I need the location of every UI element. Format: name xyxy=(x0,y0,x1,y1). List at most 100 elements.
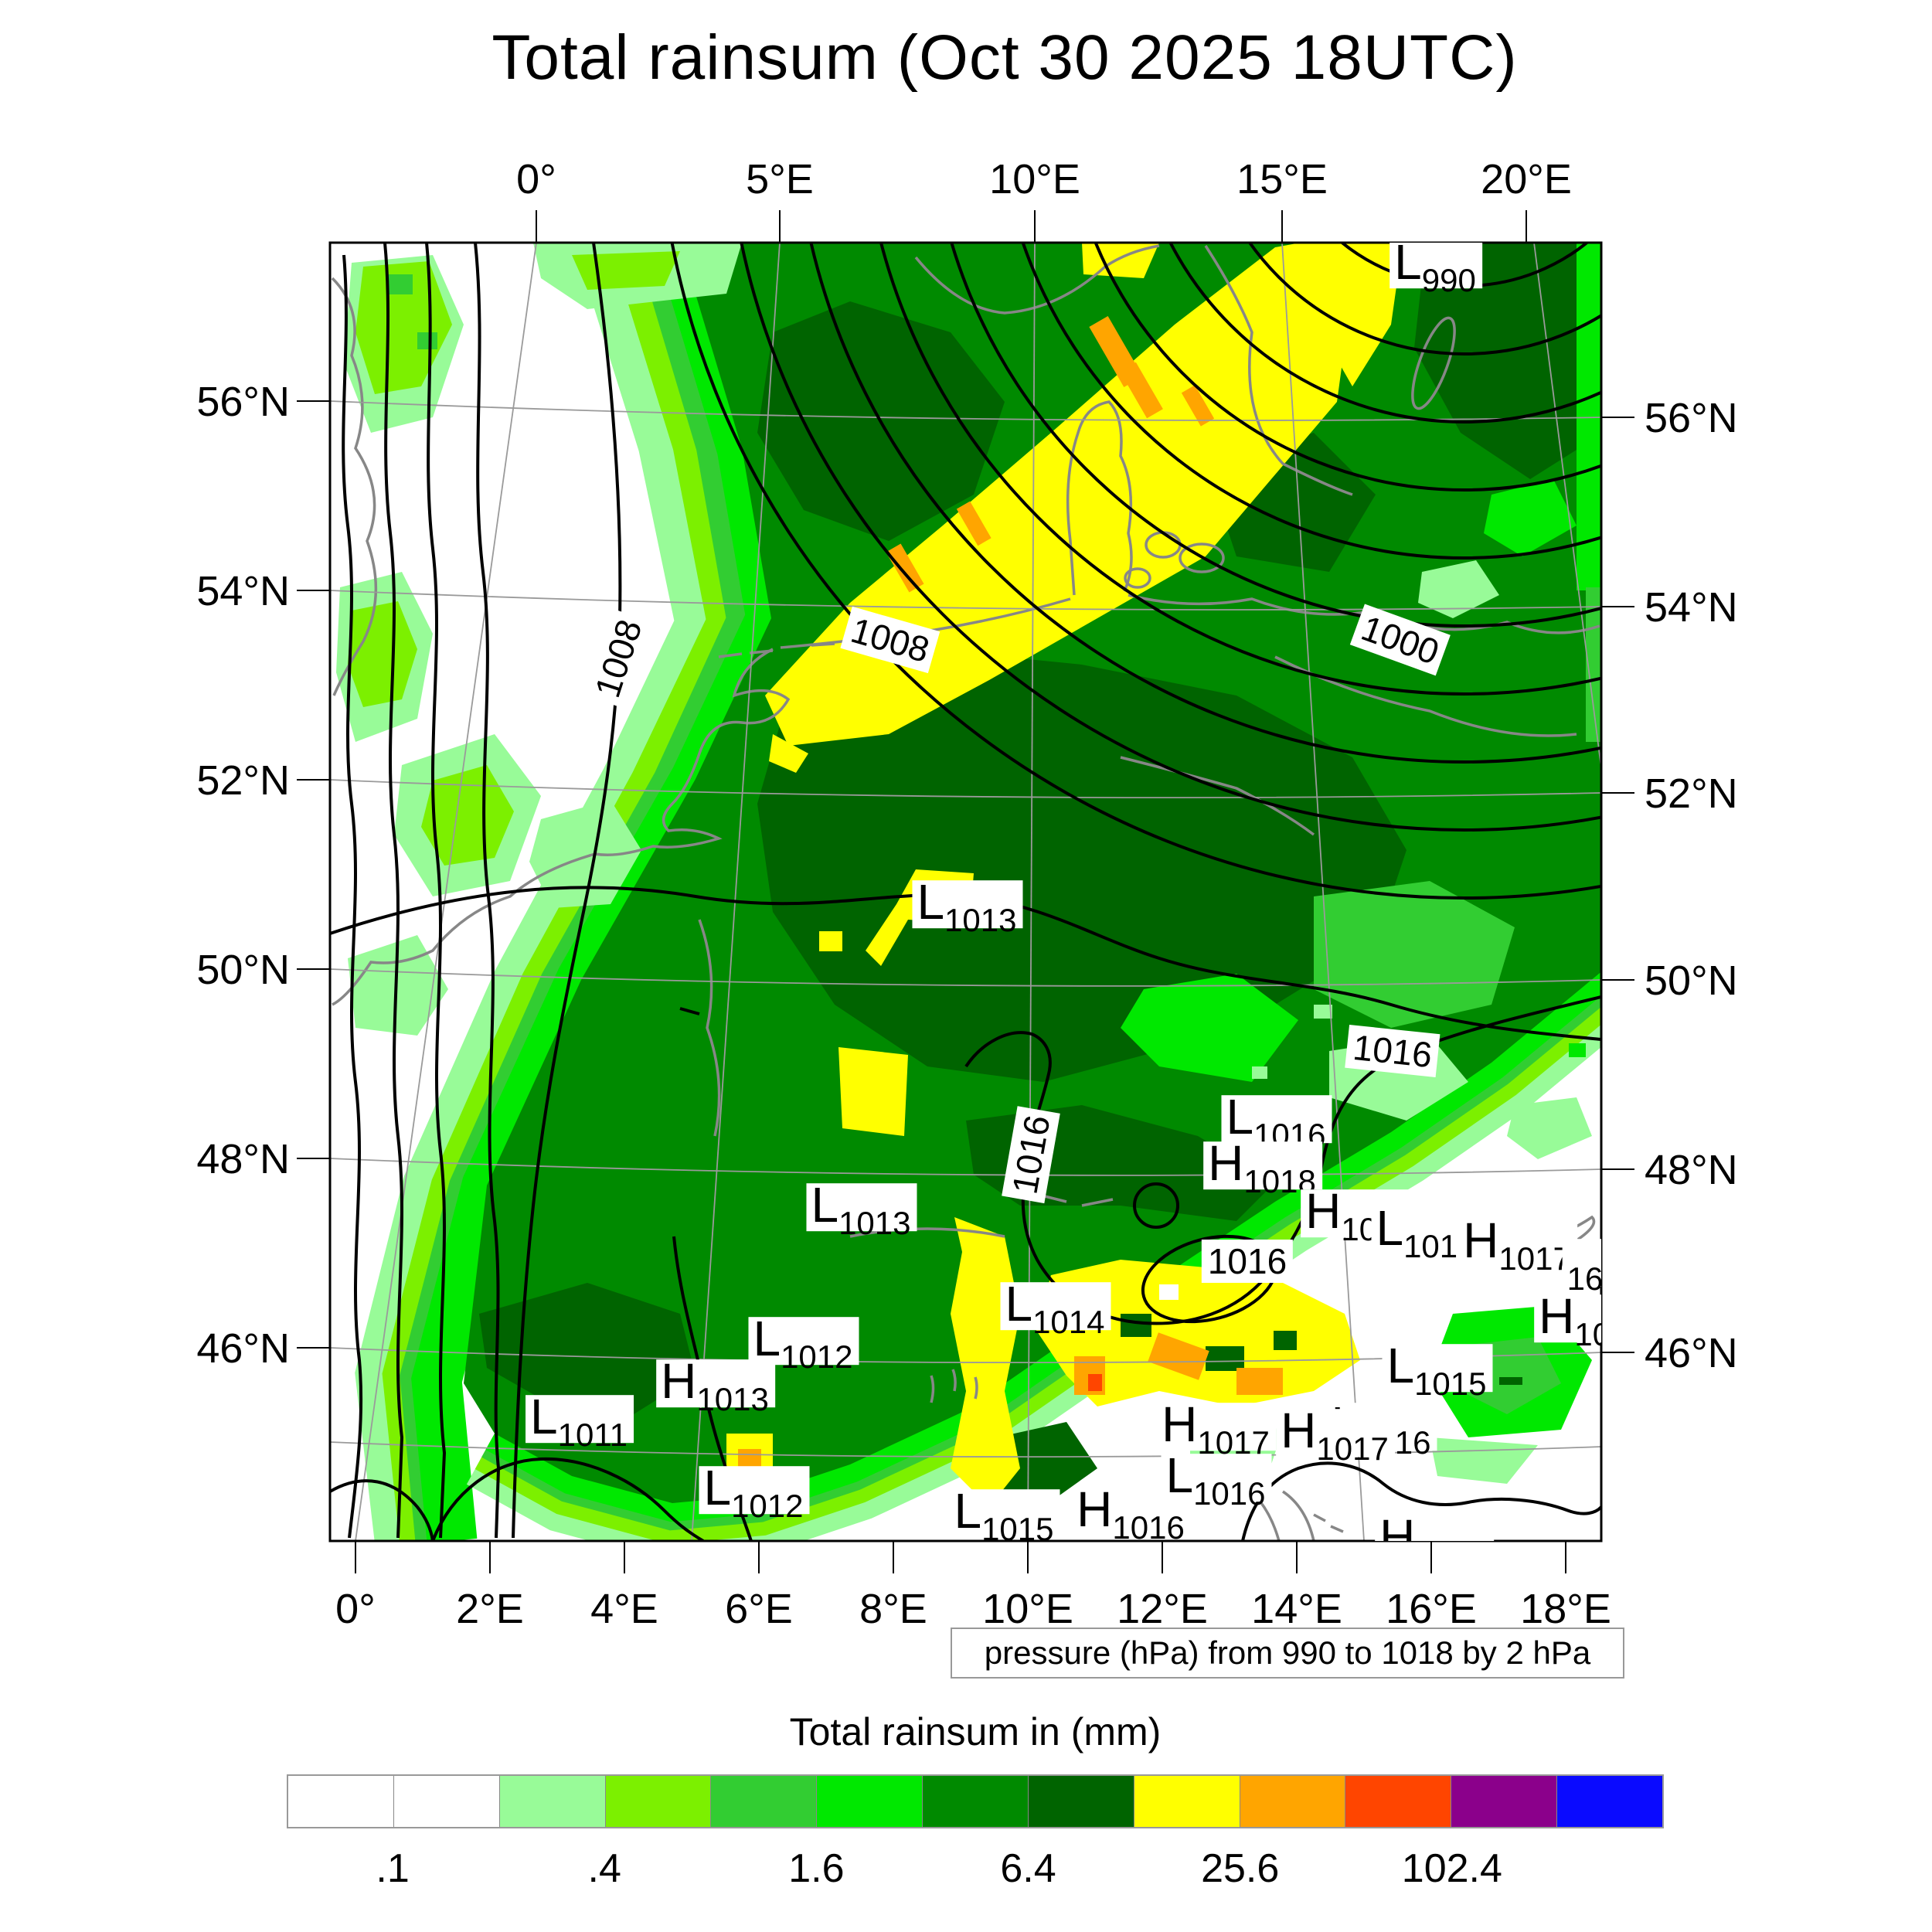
axis-tick-top xyxy=(1281,210,1283,243)
axis-tick-label-bottom: 10°E xyxy=(982,1586,1073,1632)
axis-tick-bottom xyxy=(1162,1541,1163,1573)
axis-tick-label-left: 46°N xyxy=(196,1325,290,1372)
colorbar-cell xyxy=(1239,1776,1345,1827)
colorbar-cell xyxy=(604,1776,711,1827)
colorbar-cell xyxy=(1451,1776,1557,1827)
axis-tick-label-bottom: 4°E xyxy=(590,1586,658,1632)
axis-tick-bottom xyxy=(489,1541,491,1573)
axis-tick-label-top: 5°E xyxy=(746,156,814,202)
axis-tick-left xyxy=(297,400,330,402)
axis-tick-left xyxy=(297,968,330,970)
axis-tick-top xyxy=(536,210,537,243)
axis-tick-label-right: 48°N xyxy=(1645,1147,1738,1193)
pressure-center-value: 1012 xyxy=(731,1488,804,1525)
axis-tick-label-top: 0° xyxy=(516,156,556,202)
axis-tick-bottom xyxy=(1296,1541,1298,1573)
axis-tick-label-right: 50°N xyxy=(1645,957,1738,1004)
pressure-center-H: H1013 xyxy=(656,1356,775,1416)
pressure-center-letter: H xyxy=(1162,1396,1198,1453)
colorbar-tick-label: 6.4 xyxy=(1000,1846,1056,1891)
pressure-center-value: 1012 xyxy=(781,1338,853,1376)
pressure-center-letter: L xyxy=(753,1311,781,1367)
colorbar-cell xyxy=(1133,1776,1240,1827)
pressure-center-L: L1013 xyxy=(912,877,1023,937)
axis-tick-label-bottom: 0° xyxy=(335,1586,376,1632)
axis-tick-label-top: 15°E xyxy=(1236,156,1328,202)
pressure-center-value: 1017 xyxy=(1498,1240,1571,1277)
contour-label: 1016 xyxy=(1201,1240,1294,1283)
pressure-caption-box: pressure (hPa) from 990 to 1018 by 2 hPa xyxy=(951,1628,1624,1679)
axis-tick-label-left: 50°N xyxy=(196,947,290,993)
axis-tick-bottom xyxy=(1430,1541,1432,1573)
axis-tick-label-right: 52°N xyxy=(1645,770,1738,817)
colorbar-cell xyxy=(710,1776,817,1827)
coastline-layer xyxy=(331,244,1600,1541)
axis-tick-left xyxy=(297,590,330,591)
axis-tick-label-bottom: 12°E xyxy=(1117,1586,1208,1632)
axis-tick-right xyxy=(1601,1168,1634,1170)
graticule-layer xyxy=(330,243,1601,1541)
pressure-center-L: L1011 xyxy=(526,1392,634,1451)
pressure-center-L: L1012 xyxy=(748,1314,859,1373)
axis-tick-label-left: 54°N xyxy=(196,568,290,614)
colorbar-cell xyxy=(498,1776,605,1827)
axis-tick-bottom xyxy=(355,1541,356,1573)
colorbar-tick-label: 102.4 xyxy=(1401,1846,1502,1891)
pressure-center-value: 1013 xyxy=(944,902,1017,939)
axis-tick-top xyxy=(1034,210,1036,243)
pressure-center-fragment: 16 xyxy=(1562,1239,1601,1295)
colorbar-tick-label: .1 xyxy=(376,1846,410,1891)
pressure-center-H: H1017 xyxy=(1157,1400,1276,1459)
pressure-center-value: 16 xyxy=(1566,1260,1601,1298)
pressure-center-letter: L xyxy=(1226,1089,1254,1145)
axis-tick-right xyxy=(1601,417,1634,418)
axis-tick-label-left: 56°N xyxy=(196,379,290,425)
pressure-center-letter: H xyxy=(661,1353,697,1410)
pressure-center-H: H1017 xyxy=(1276,1406,1395,1465)
contour-label: 1008 xyxy=(840,606,940,674)
pressure-center-value: 1011 xyxy=(557,1417,628,1454)
colorbar xyxy=(287,1774,1664,1828)
pressure-center-H: H1018 xyxy=(1375,1512,1494,1541)
pressure-center-letter: L xyxy=(811,1177,839,1233)
colorbar-cell xyxy=(1556,1776,1662,1827)
contour-label: 1016 xyxy=(1345,1024,1440,1078)
axis-tick-bottom xyxy=(893,1541,894,1573)
pressure-center-value: 1017 xyxy=(1316,1430,1389,1468)
contour-label: 1000 xyxy=(1349,604,1451,676)
axis-tick-label-right: 56°N xyxy=(1645,395,1738,441)
pressure-center-letter: L xyxy=(917,874,945,930)
pressure-center-letter: L xyxy=(530,1389,558,1445)
axis-tick-right xyxy=(1601,606,1634,607)
pressure-center-letter: L xyxy=(703,1460,732,1516)
pressure-center-value: 990 xyxy=(1421,262,1476,299)
pressure-center-L: L990 xyxy=(1389,243,1482,297)
pressure-center-L: L1012 xyxy=(699,1463,810,1522)
colorbar-tick-label: 1.6 xyxy=(788,1846,845,1891)
pressure-center-value: 1013 xyxy=(838,1205,911,1242)
colorbar-cell xyxy=(393,1776,499,1827)
axis-tick-left xyxy=(297,779,330,781)
axis-tick-label-top: 20°E xyxy=(1481,156,1572,202)
axis-tick-label-bottom: 18°E xyxy=(1520,1586,1611,1632)
pressure-center-letter: H xyxy=(1281,1403,1317,1459)
pressure-center-letter: H xyxy=(1539,1288,1575,1345)
pressure-center-L: L1015 xyxy=(949,1486,1060,1541)
axis-tick-label-right: 54°N xyxy=(1645,584,1738,631)
pressure-center-value: 1016 xyxy=(1193,1475,1266,1512)
pressure-center-L: L1014 xyxy=(1000,1279,1111,1338)
rain-shading-layer xyxy=(336,243,1601,1541)
pressure-center-L: L1016 xyxy=(1161,1451,1272,1510)
pressure-center-value: 1015 xyxy=(981,1511,1054,1541)
axis-tick-top xyxy=(779,210,781,243)
pressure-center-value: 1016 xyxy=(1574,1316,1601,1353)
colorbar-cell xyxy=(288,1776,393,1827)
pressure-center-H: H1018 xyxy=(1203,1138,1322,1198)
pressure-center-letter: H xyxy=(1208,1135,1244,1192)
axis-tick-left xyxy=(297,1158,330,1159)
axis-tick-label-bottom: 2°E xyxy=(456,1586,524,1632)
pressure-center-letter: H xyxy=(1077,1481,1113,1538)
axis-tick-top xyxy=(1526,210,1527,243)
pressure-center-letter: H xyxy=(1463,1213,1499,1269)
pressure-center-letter: L xyxy=(954,1483,982,1539)
